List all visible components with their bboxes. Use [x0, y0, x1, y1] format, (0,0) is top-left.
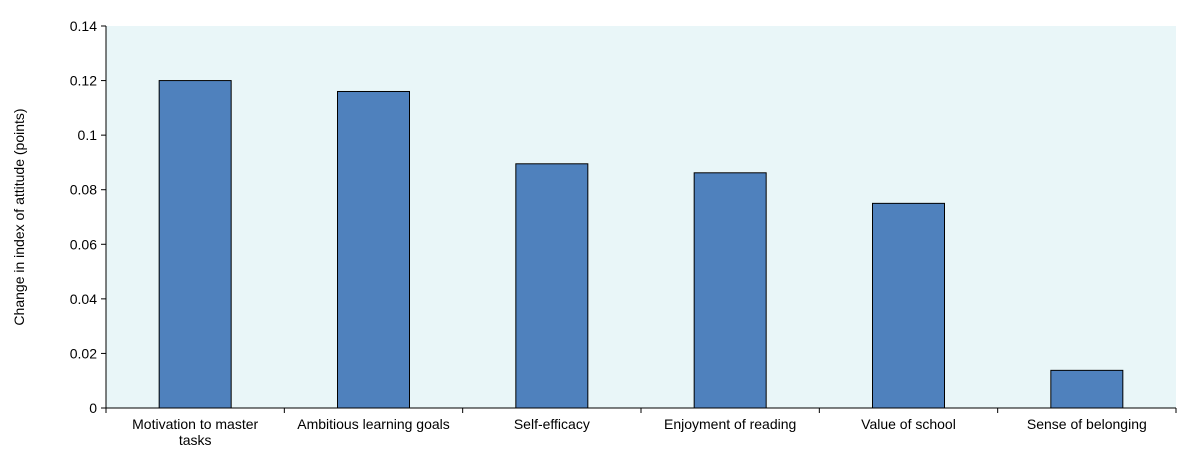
bar-4 — [872, 202, 945, 409]
y-tick-labels: 0 0.02 0.04 0.06 0.08 0.1 0.12 0.14 — [70, 18, 97, 416]
x-category-label-4: Value of school — [861, 416, 956, 432]
bars-group — [158, 80, 1124, 409]
y-tick-label-5: 0.1 — [78, 127, 98, 143]
y-tick-label-2: 0.04 — [70, 291, 97, 307]
x-category-label-5: Sense of belonging — [1027, 416, 1147, 432]
bar-3 — [693, 172, 767, 409]
x-category-label-1: Ambitious learning goals — [297, 416, 450, 432]
x-category-labels: Motivation to master tasks Ambitious learn… — [132, 416, 1147, 448]
x-category-label-0: Motivation to master tasks — [132, 416, 258, 448]
axes-group — [101, 25, 1177, 413]
y-tick-label-1: 0.02 — [70, 345, 97, 361]
bar-5 — [1050, 369, 1124, 409]
x-category-label-2: Self-efficacy — [514, 416, 590, 432]
y-tick-label-4: 0.08 — [70, 182, 97, 198]
bar-0 — [158, 80, 232, 409]
y-tick-label-0: 0 — [89, 400, 97, 416]
plot-area — [106, 26, 1176, 408]
y-tick-label-3: 0.06 — [70, 236, 97, 252]
y-tick-label-6: 0.12 — [70, 73, 97, 89]
bar-2 — [515, 163, 589, 409]
y-axis-title: Change in index of attitude (points) — [11, 108, 27, 325]
y-tick-label-7: 0.14 — [70, 18, 97, 34]
x-category-label-3: Enjoyment of reading — [664, 416, 796, 432]
bar-1 — [337, 90, 410, 409]
